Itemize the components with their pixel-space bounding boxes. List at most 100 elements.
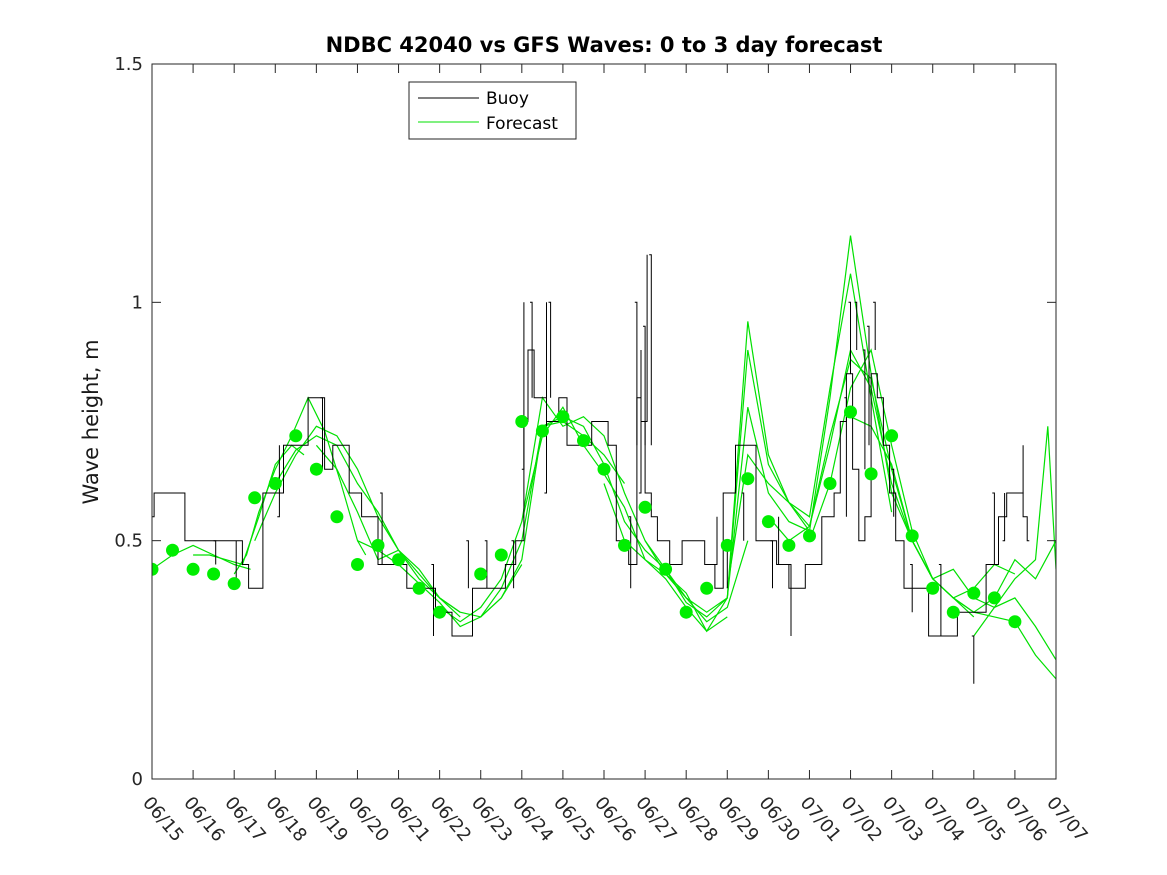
buoy-spike-29 <box>867 325 870 446</box>
forecast-line-13 <box>767 358 1016 599</box>
buoy-spike-5 <box>431 564 434 636</box>
x-tick-label: 06/27 <box>631 793 680 846</box>
forecast-marker-35 <box>885 429 899 443</box>
x-tick-label: 07/02 <box>837 793 886 846</box>
buoy-spike-12 <box>548 301 552 398</box>
forecast-line-15 <box>850 416 1056 613</box>
forecast-marker-8 <box>309 462 323 476</box>
forecast-marker-28 <box>741 472 755 486</box>
buoy-spike-27 <box>854 301 858 350</box>
forecast-marker-2 <box>186 562 200 576</box>
forecast-marker-3 <box>207 567 221 581</box>
forecast-marker-21 <box>597 462 611 476</box>
y-axis-label: Wave height, m <box>79 339 103 504</box>
forecast-marker-37 <box>926 581 940 595</box>
buoy-spike-16 <box>638 350 642 494</box>
forecast-marker-24 <box>659 562 673 576</box>
chart-title: NDBC 42040 vs GFS Waves: 0 to 3 day fore… <box>326 33 883 57</box>
x-tick-label: 06/22 <box>426 793 475 846</box>
x-tick-label: 06/25 <box>549 793 598 846</box>
forecast-line-17 <box>973 597 1056 661</box>
buoy-spike-6 <box>466 540 469 589</box>
buoy-spike-28 <box>862 349 866 470</box>
buoy-spike-17 <box>645 254 648 422</box>
forecast-marker-6 <box>268 477 282 490</box>
forecast-marker-36 <box>905 529 919 543</box>
forecast-marker-7 <box>289 429 303 443</box>
buoy-spike-18 <box>649 254 652 446</box>
legend-forecast-label: Forecast <box>486 114 558 134</box>
buoy-spike-0 <box>213 540 217 565</box>
forecast-marker-41 <box>1008 615 1022 629</box>
forecast-marker-15 <box>474 567 488 581</box>
x-tick-label: 06/30 <box>755 793 804 846</box>
forecast-marker-39 <box>967 586 981 600</box>
buoy-spike-2 <box>277 445 280 518</box>
legend-box <box>408 81 577 140</box>
forecast-line-4 <box>274 435 461 618</box>
y-tick-label: 0 <box>132 769 143 790</box>
forecast-marker-34 <box>864 467 878 481</box>
forecast-line-6 <box>357 420 625 628</box>
x-tick-label: 06/26 <box>590 793 639 846</box>
y-tick-label: 1.5 <box>114 54 143 75</box>
forecast-marker-20 <box>577 434 590 448</box>
forecast-marker-23 <box>638 500 652 514</box>
y-tick-label: 1 <box>132 292 143 313</box>
buoy-spike-32 <box>910 564 913 613</box>
forecast-marker-32 <box>823 477 837 490</box>
buoy-spike-7 <box>484 540 488 589</box>
x-tick-label: 06/18 <box>261 793 310 846</box>
buoy-spike-11 <box>544 302 547 494</box>
forecast-marker-31 <box>803 529 816 543</box>
buoy-spike-14 <box>634 301 638 446</box>
forecast-marker-13 <box>412 581 426 595</box>
buoy-spike-8 <box>511 540 515 589</box>
x-tick-label: 06/19 <box>303 793 352 846</box>
buoy-spike-23 <box>776 516 780 565</box>
forecast-marker-5 <box>248 491 262 505</box>
buoy-spike-21 <box>741 492 745 541</box>
forecast-marker-40 <box>987 591 1001 605</box>
x-tick-label: 06/20 <box>344 793 393 846</box>
buoy-spike-36 <box>1002 493 1006 542</box>
forecast-line-11 <box>644 235 934 613</box>
buoy-spike-10 <box>530 301 533 398</box>
x-tick-label: 07/01 <box>796 793 845 846</box>
forecast-marker-11 <box>371 538 385 552</box>
x-tick-label: 07/03 <box>878 793 927 846</box>
forecast-line-3 <box>254 425 461 613</box>
buoy-spike-9 <box>521 302 525 470</box>
forecast-marker-4 <box>227 577 241 591</box>
axis-ticks <box>151 63 1057 780</box>
x-tick-label: 06/23 <box>467 793 516 846</box>
buoy-spike-35 <box>992 492 995 565</box>
buoy-spike-33 <box>938 564 942 636</box>
buoy-spike-15 <box>643 325 646 446</box>
forecast-marker-17 <box>515 415 529 428</box>
x-tick-label: 07/05 <box>960 793 1009 846</box>
forecast-marker-0 <box>152 562 159 576</box>
buoy-spike-30 <box>873 301 876 350</box>
forecast-line-8 <box>480 416 749 623</box>
buoy-spike-4 <box>380 492 383 565</box>
forecast-marker-30 <box>782 538 796 552</box>
x-tick-label: 07/06 <box>1001 793 1050 846</box>
x-tick-label: 06/17 <box>220 793 269 846</box>
forecast-marker-29 <box>761 515 775 529</box>
x-tick-label: 06/29 <box>713 793 762 846</box>
forecast-marker-10 <box>351 558 364 571</box>
legend-buoy-label: Buoy <box>486 89 529 109</box>
forecast-line-2 <box>233 396 367 575</box>
buoy-spike-31 <box>891 468 895 517</box>
buoy-spike-3 <box>320 397 323 470</box>
forecast-marker-14 <box>433 605 447 619</box>
forecast-marker-1 <box>166 543 179 557</box>
buoy-spike-37 <box>1021 445 1024 494</box>
x-tick-label: 07/07 <box>1042 793 1091 846</box>
buoy-spike-19 <box>714 516 718 565</box>
forecast-marker-38 <box>946 605 960 619</box>
axis-tick-labels: 06/1506/1606/1706/1806/1906/2006/2106/22… <box>114 54 1091 846</box>
forecast-marker-26 <box>700 581 714 595</box>
x-tick-label: 07/04 <box>919 793 968 846</box>
